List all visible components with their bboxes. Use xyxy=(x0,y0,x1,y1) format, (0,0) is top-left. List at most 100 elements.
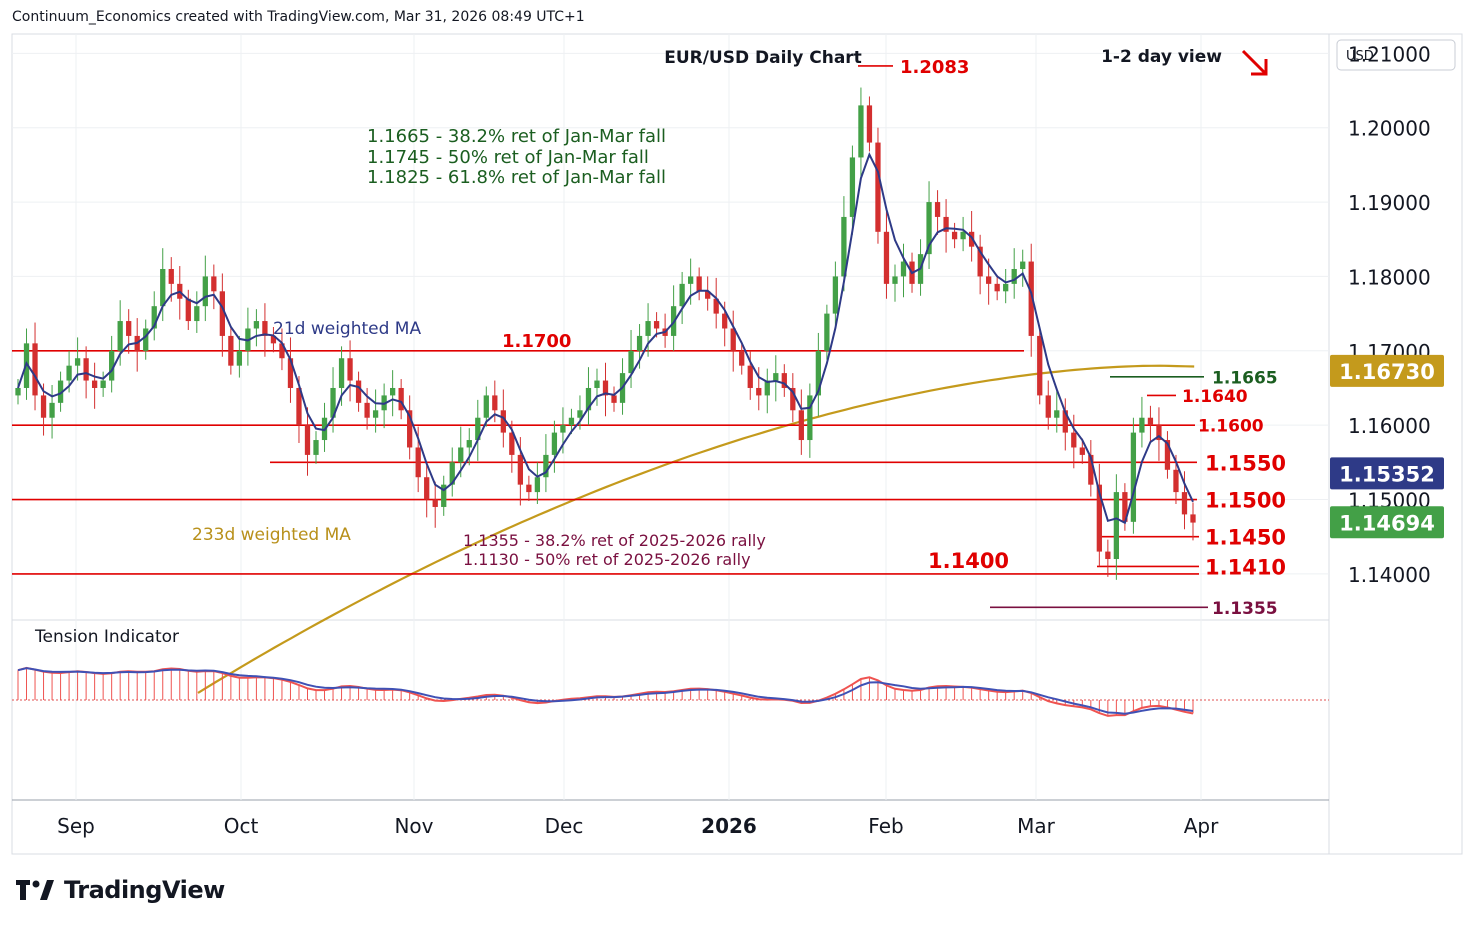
candle-body xyxy=(994,283,1000,292)
currency-button[interactable] xyxy=(1336,39,1456,71)
candle xyxy=(432,481,438,528)
candle-body xyxy=(679,283,685,307)
candle xyxy=(1156,407,1162,461)
x-tick-label: Sep xyxy=(57,814,95,838)
brand-name: TradingView xyxy=(64,876,225,904)
price-badge xyxy=(1330,506,1444,539)
candle-body xyxy=(1079,447,1085,455)
candle xyxy=(534,462,541,504)
y-tick-label: 1.14000 xyxy=(1348,563,1431,587)
candle-body xyxy=(696,276,702,292)
candle-body xyxy=(466,440,472,448)
candle xyxy=(287,337,294,403)
candle xyxy=(372,389,379,433)
candle xyxy=(1003,268,1009,304)
indicator-title: Tension Indicator xyxy=(34,627,179,647)
candle-body xyxy=(1088,454,1094,485)
candle xyxy=(57,371,64,412)
candle-body xyxy=(764,380,770,396)
candle xyxy=(568,408,575,435)
candle-body xyxy=(194,306,200,322)
x-tick-label: Dec xyxy=(545,814,584,838)
candle xyxy=(764,368,770,414)
candle-body xyxy=(91,380,98,388)
candle xyxy=(32,322,38,411)
candle-body xyxy=(330,387,336,418)
candle xyxy=(398,379,404,420)
candle xyxy=(1037,327,1043,405)
candle xyxy=(1071,414,1077,469)
support-annotations: 1.1355 - 38.2% ret of 2025-2026 rally 1.… xyxy=(463,531,766,569)
candle-body xyxy=(49,402,55,418)
candle xyxy=(883,210,890,299)
candle-body xyxy=(722,313,728,329)
candle-body xyxy=(347,358,353,381)
candle-body xyxy=(560,425,566,433)
candle-body xyxy=(790,387,796,411)
candle-body xyxy=(926,202,932,255)
candle xyxy=(866,96,873,152)
y-tick-label: 1.18000 xyxy=(1348,265,1431,289)
candle xyxy=(960,216,966,252)
candle-body xyxy=(1113,492,1120,560)
level-label: 1.1400 xyxy=(928,549,1009,573)
candle-body xyxy=(747,365,753,388)
candle-body xyxy=(568,417,575,426)
candle-body xyxy=(83,358,89,381)
candle xyxy=(1113,474,1120,580)
price-badge-label: 1.14694 xyxy=(1339,511,1435,535)
candle xyxy=(381,383,387,429)
candle-body xyxy=(943,216,949,232)
candle-body xyxy=(781,373,787,388)
y-tick-label: 1.19000 xyxy=(1348,191,1431,215)
candle-body xyxy=(279,343,285,359)
candle xyxy=(228,327,234,375)
candle-body xyxy=(143,328,149,351)
candle xyxy=(424,465,430,518)
tradingview-logo[interactable]: TradingView xyxy=(16,876,225,904)
candle-body xyxy=(492,395,498,411)
candle-body xyxy=(730,328,736,351)
candle xyxy=(585,367,592,426)
candle-body xyxy=(900,261,907,277)
candle-body xyxy=(415,447,421,478)
candle xyxy=(313,431,319,464)
candle xyxy=(304,407,311,476)
candle xyxy=(160,248,166,322)
candle-body xyxy=(1062,410,1068,433)
candle-body xyxy=(517,454,523,485)
currency-label: USD xyxy=(1346,49,1374,64)
candle-body xyxy=(636,335,643,351)
candle-body xyxy=(211,276,217,292)
level-label: 1.1500 xyxy=(1205,489,1286,513)
price-badge-label: 1.15352 xyxy=(1339,462,1435,486)
candle-body xyxy=(866,105,873,143)
candle-body xyxy=(66,365,72,381)
candle-body xyxy=(74,358,81,366)
candle xyxy=(355,371,362,412)
candle xyxy=(1164,431,1171,479)
candle-body xyxy=(883,231,890,284)
level-label: 1.1550 xyxy=(1205,451,1286,475)
candle xyxy=(977,234,983,295)
candle-body xyxy=(773,373,779,381)
candle xyxy=(211,264,217,310)
candle xyxy=(705,276,711,311)
candle xyxy=(279,328,285,371)
candle xyxy=(194,291,200,333)
ma21-path xyxy=(17,151,1194,525)
candle-body xyxy=(977,246,983,277)
candle xyxy=(1105,539,1111,577)
candle-body xyxy=(934,202,941,217)
level-label: 1.1450 xyxy=(1205,526,1286,550)
level-label: 1.1640 xyxy=(1182,387,1248,407)
tension-indicator xyxy=(12,666,1329,717)
candle xyxy=(773,355,779,402)
candle-body xyxy=(1045,395,1051,418)
candle-body xyxy=(432,499,438,507)
candle-body xyxy=(1020,261,1026,269)
candle-body xyxy=(653,321,660,329)
candle xyxy=(934,190,941,235)
